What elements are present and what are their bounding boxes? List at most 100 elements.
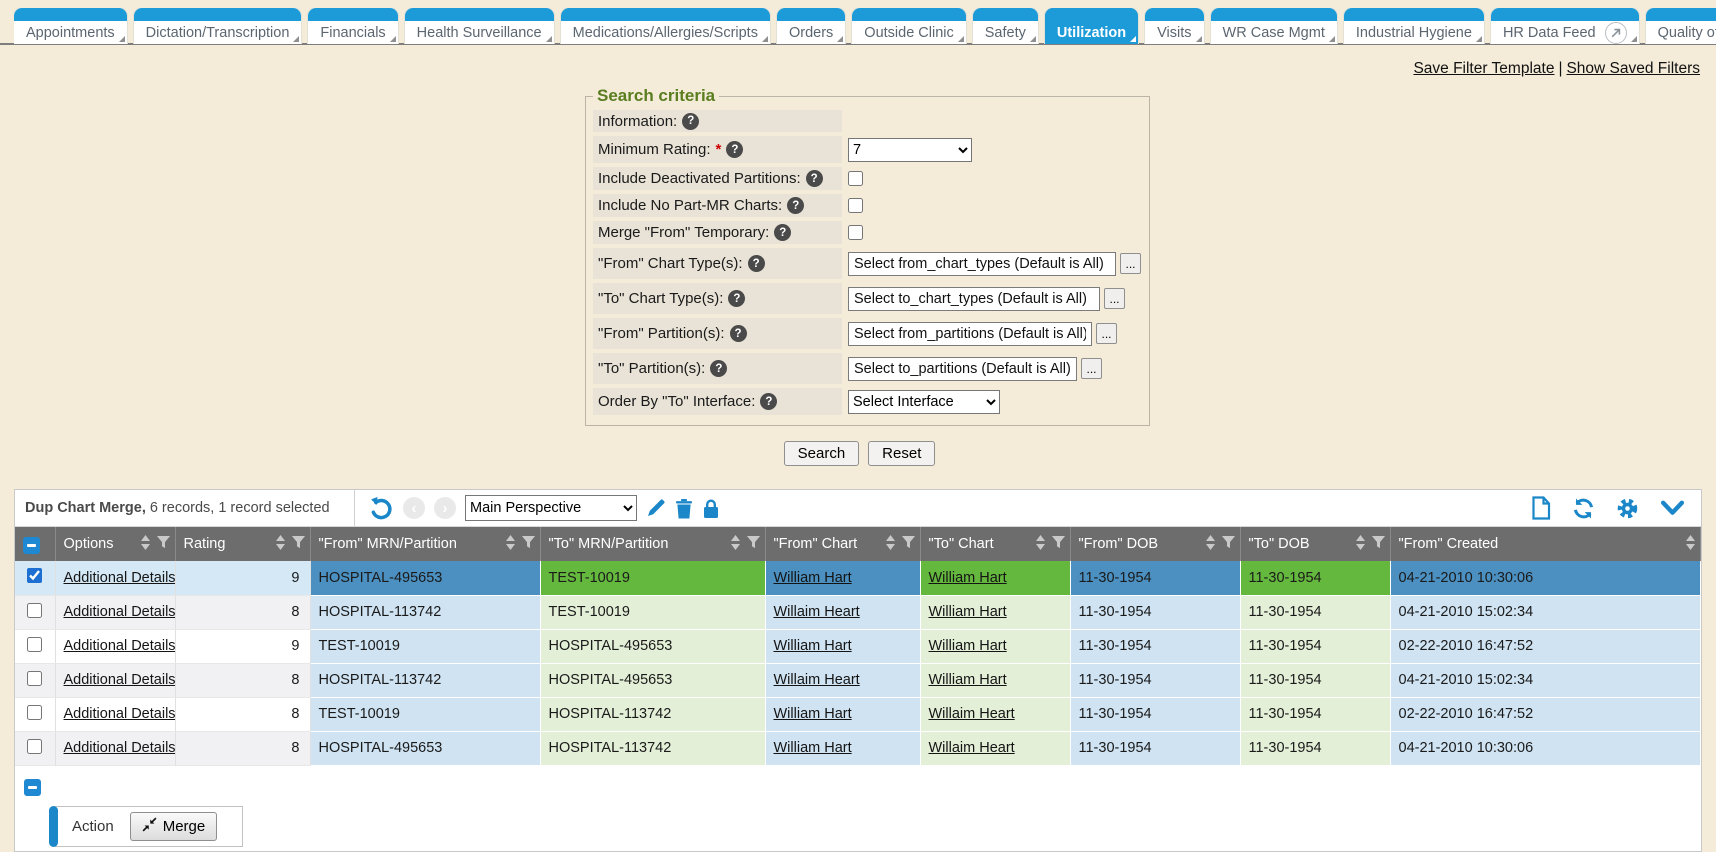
chart-name-link[interactable]: William Hart [928, 672, 1007, 688]
criteria-select[interactable]: 7 [848, 137, 972, 162]
additional-details-link[interactable]: Additional Details [63, 569, 175, 586]
chart-name-link[interactable]: William Hart [773, 638, 852, 654]
previous-page-icon[interactable]: ‹ [403, 497, 425, 519]
criteria-checkbox[interactable] [848, 171, 863, 186]
chart-name-link[interactable]: Willaim Heart [773, 604, 860, 620]
chart-name-link[interactable]: William Hart [773, 569, 852, 586]
criteria-picker-input[interactable] [848, 286, 1100, 311]
sort-icon[interactable] [140, 534, 151, 554]
filter-funnel-icon[interactable] [521, 535, 536, 554]
external-link-icon[interactable] [1604, 21, 1627, 44]
collapse-selection-icon[interactable] [24, 778, 41, 796]
help-icon[interactable]: ? [710, 360, 728, 377]
new-document-icon[interactable] [1531, 496, 1551, 520]
help-icon[interactable]: ? [805, 170, 823, 187]
tab-medications-allergies-scripts[interactable]: Medications/Allergies/Scripts [560, 8, 770, 44]
help-icon[interactable]: ? [682, 112, 700, 130]
filter-funnel-icon[interactable] [1051, 535, 1066, 554]
tab-industrial-hygiene[interactable]: Industrial Hygiene [1343, 8, 1484, 44]
sort-icon[interactable] [1205, 534, 1216, 554]
search-button[interactable]: Search [783, 441, 860, 466]
help-icon[interactable]: ? [729, 325, 747, 342]
criteria-checkbox[interactable] [848, 198, 863, 213]
merge-button[interactable]: Merge [129, 811, 218, 841]
next-page-icon[interactable]: › [434, 497, 456, 519]
row-checkbox[interactable] [27, 602, 43, 618]
tab-wr-case-mgmt[interactable]: WR Case Mgmt [1210, 8, 1337, 44]
chart-name-link[interactable]: William Hart [773, 740, 852, 756]
criteria-select[interactable]: Select Interface [848, 389, 1000, 414]
sort-icon[interactable] [1355, 534, 1366, 554]
criteria-picker-input[interactable] [848, 251, 1116, 276]
criteria-picker-input[interactable] [848, 321, 1092, 346]
picker-ellipsis-button[interactable]: ... [1081, 358, 1102, 379]
row-checkbox[interactable] [27, 738, 43, 754]
chart-name-link[interactable]: Willaim Heart [928, 740, 1015, 756]
sort-icon[interactable] [1685, 534, 1696, 554]
show-saved-filters-link[interactable]: Show Saved Filters [1566, 60, 1700, 77]
help-icon[interactable]: ? [787, 197, 805, 214]
sort-icon[interactable] [1035, 534, 1046, 554]
additional-details-link[interactable]: Additional Details [63, 604, 175, 620]
chart-name-link[interactable]: William Hart [928, 638, 1007, 654]
help-icon[interactable]: ? [728, 290, 746, 307]
undo-icon[interactable] [369, 496, 394, 521]
additional-details-link[interactable]: Additional Details [63, 672, 175, 688]
tab-utilization[interactable]: Utilization [1044, 8, 1139, 44]
help-icon[interactable]: ? [726, 141, 744, 158]
help-icon[interactable]: ? [774, 224, 792, 241]
perspective-select[interactable]: Main Perspective [465, 495, 637, 521]
filter-funnel-icon[interactable] [1221, 535, 1236, 554]
chart-name-link[interactable]: Willaim Heart [773, 672, 860, 688]
reset-button[interactable]: Reset [868, 441, 936, 466]
sort-icon[interactable] [730, 534, 741, 554]
picker-ellipsis-button[interactable]: ... [1096, 323, 1117, 344]
tab-hr-data-feed[interactable]: HR Data Feed [1490, 8, 1639, 44]
sort-icon[interactable] [885, 534, 896, 554]
action-panel-handle[interactable] [49, 805, 58, 847]
help-icon[interactable]: ? [760, 393, 778, 410]
filter-funnel-icon[interactable] [1371, 535, 1386, 554]
criteria-picker-input[interactable] [848, 356, 1077, 381]
tab-dictation-transcription[interactable]: Dictation/Transcription [133, 8, 302, 44]
tab-financials[interactable]: Financials [308, 8, 398, 44]
select-all-toggle[interactable] [23, 536, 40, 554]
filter-funnel-icon[interactable] [746, 535, 761, 554]
picker-ellipsis-button[interactable]: ... [1120, 253, 1141, 274]
filter-funnel-icon[interactable] [156, 535, 171, 554]
edit-pencil-icon[interactable] [646, 498, 666, 518]
help-icon[interactable]: ? [747, 255, 765, 272]
tab-appointments[interactable]: Appointments [14, 8, 127, 44]
additional-details-link[interactable]: Additional Details [63, 638, 175, 654]
additional-details-link[interactable]: Additional Details [63, 706, 175, 722]
picker-ellipsis-button[interactable]: ... [1104, 288, 1125, 309]
tab-quality-of-care[interactable]: Quality of Care [1645, 8, 1716, 44]
tab-label: HR Data Feed [1491, 21, 1639, 44]
tab-outside-clinic[interactable]: Outside Clinic [852, 8, 966, 44]
chevron-down-icon[interactable] [1660, 500, 1685, 517]
filter-funnel-icon[interactable] [901, 535, 916, 554]
filter-funnel-icon[interactable] [291, 535, 306, 554]
additional-details-link[interactable]: Additional Details [63, 740, 175, 756]
chart-name-link[interactable]: William Hart [773, 706, 852, 722]
criteria-checkbox[interactable] [848, 225, 863, 240]
gear-icon[interactable] [1616, 497, 1639, 520]
sort-icon[interactable] [505, 534, 516, 554]
save-filter-template-link[interactable]: Save Filter Template [1413, 60, 1555, 77]
row-checkbox[interactable] [27, 670, 43, 686]
trash-icon[interactable] [675, 498, 693, 519]
lock-icon[interactable] [702, 498, 720, 519]
tab-label-text: Utilization [1056, 24, 1127, 41]
chart-name-link[interactable]: William Hart [928, 604, 1007, 620]
tab-orders[interactable]: Orders [776, 8, 846, 44]
chart-name-link[interactable]: Willaim Heart [928, 706, 1015, 722]
tab-health-surveillance[interactable]: Health Surveillance [404, 8, 554, 44]
chart-name-link[interactable]: William Hart [928, 569, 1007, 586]
sort-icon[interactable] [275, 534, 286, 554]
row-checkbox[interactable] [27, 568, 43, 584]
refresh-icon[interactable] [1572, 497, 1595, 520]
row-checkbox[interactable] [27, 636, 43, 652]
row-checkbox[interactable] [27, 704, 43, 720]
tab-safety[interactable]: Safety [972, 8, 1038, 44]
tab-visits[interactable]: Visits [1145, 8, 1204, 44]
